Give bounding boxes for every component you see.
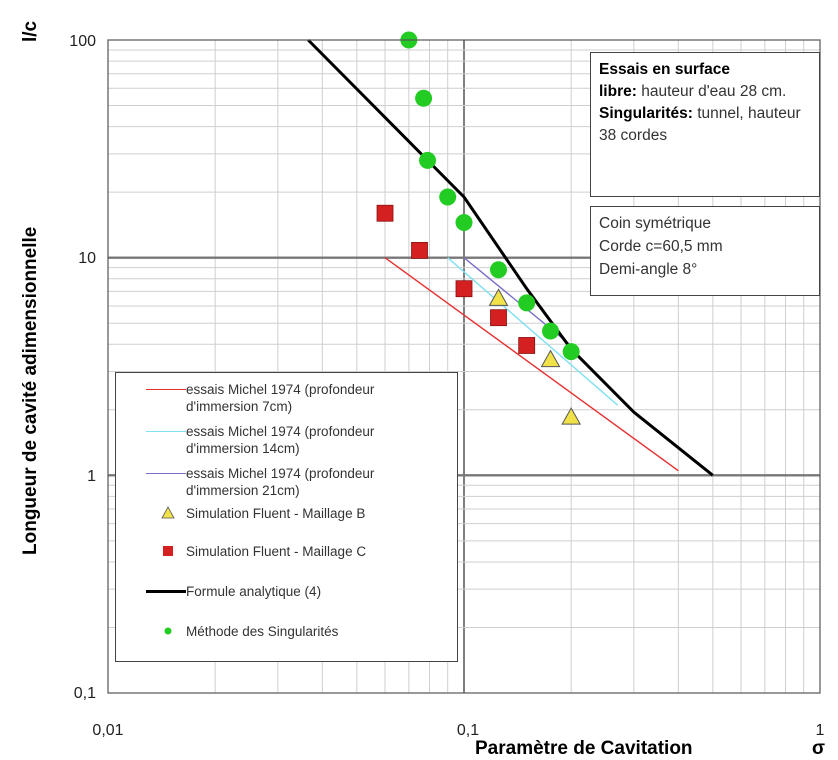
legend-entry: Formule analytique (4) [116, 583, 446, 600]
note-title: Essais en surface [599, 61, 730, 78]
wedge-specs-note: Coin symétrique Corde c=60,5 mm Demi-ang… [590, 206, 820, 296]
singularites-circle-point [455, 214, 473, 232]
test-conditions-note: Essais en surface libre: hauteur d'eau 2… [590, 52, 820, 197]
legend-swatch [116, 465, 186, 482]
note-line: Singularités: tunnel, hauteur 38 cordes [599, 103, 811, 147]
legend-label: essais Michel 1974 (profondeur d'immersi… [186, 382, 375, 414]
triangle-marker-icon [161, 506, 175, 519]
note-line: libre: hauteur d'eau 28 cm. [599, 81, 811, 103]
legend-entry: essais Michel 1974 (profondeur d'immersi… [116, 465, 446, 499]
michel-test-line [447, 257, 619, 406]
michel-test-line [384, 257, 679, 472]
legend-swatch [116, 583, 186, 600]
y-axis-symbol: l/c [20, 20, 41, 42]
legend-swatch [116, 423, 186, 440]
series-marks [376, 31, 582, 425]
maillage-c-square-point [376, 204, 394, 222]
legend-swatch [116, 623, 186, 640]
legend-swatch [116, 505, 186, 522]
series-lines [307, 38, 714, 477]
legend-entry: essais Michel 1974 (profondeur d'immersi… [116, 381, 446, 415]
maillage-c-square-point [518, 337, 536, 354]
plot-frame [107, 39, 821, 694]
x-tick-label: 0,01 [92, 722, 123, 739]
legend-entry: Méthode des Singularités [116, 623, 446, 640]
note-text: tunnel, hauteur 38 cordes [599, 105, 801, 144]
y-axis-title: Longueur de cavité adimensionnelle [20, 227, 41, 555]
legend-entry: Simulation Fluent - Maillage B [116, 505, 446, 522]
circle-marker-icon [164, 627, 172, 635]
legend-swatch [116, 543, 186, 560]
note-line: Demi-angle 8° [599, 261, 698, 278]
square-marker-icon [163, 546, 173, 556]
singularites-circle-point [562, 343, 580, 361]
note-line: Corde c=60,5 mm [599, 238, 723, 255]
singularites-circle-point [419, 151, 437, 169]
legend-label: essais Michel 1974 (profondeur d'immersi… [186, 424, 375, 456]
analytic-formula-line [307, 38, 714, 477]
legend: essais Michel 1974 (profondeur d'immersi… [115, 372, 458, 662]
legend-label: essais Michel 1974 (profondeur d'immersi… [186, 466, 375, 498]
maillage-c-square-point [490, 309, 507, 327]
legend-entry: Simulation Fluent - Maillage C [116, 543, 446, 560]
maillage-b-triangle-point [488, 288, 509, 306]
note-label: Singularités: [599, 105, 693, 122]
y-tick-label: 100 [69, 33, 96, 50]
note-label: libre: [599, 83, 637, 100]
singularites-circle-point [518, 294, 536, 312]
x-axis-symbol: σ [812, 738, 825, 759]
legend-label: Formule analytique (4) [186, 584, 322, 599]
legend-entry: essais Michel 1974 (profondeur d'immersi… [116, 423, 446, 457]
note-line: Essais en surface [599, 59, 811, 81]
maillage-c-square-point [411, 241, 428, 259]
x-tick-label: 0,1 [457, 722, 479, 739]
legend-label: Simulation Fluent - Maillage B [186, 506, 366, 521]
maillage-c-square-point [455, 280, 473, 298]
maillage-b-triangle-point [540, 349, 561, 368]
legend-label: Méthode des Singularités [186, 624, 339, 639]
note-line: Coin symétrique [599, 215, 711, 232]
y-tick-label: 1 [87, 468, 96, 485]
legend-swatch [116, 381, 186, 398]
singularites-circle-point [489, 261, 507, 279]
x-axis-title: Paramètre de Cavitation [475, 738, 693, 759]
singularites-circle-point [542, 322, 560, 340]
note-text: hauteur d'eau 28 cm. [636, 83, 787, 100]
legend-label: Simulation Fluent - Maillage C [186, 544, 367, 559]
singularites-circle-point [415, 89, 433, 107]
maillage-b-triangle-point [561, 407, 582, 425]
y-tick-label: 0,1 [74, 685, 96, 702]
singularites-circle-point [439, 188, 457, 206]
y-tick-label: 10 [78, 250, 96, 267]
x-tick-label: 1 [816, 722, 825, 739]
